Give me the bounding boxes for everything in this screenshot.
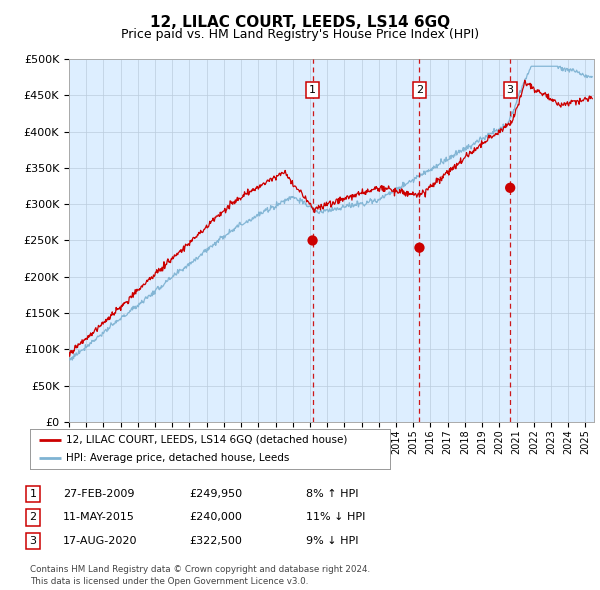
Text: 1: 1 <box>29 489 37 499</box>
Text: 11% ↓ HPI: 11% ↓ HPI <box>306 513 365 522</box>
Text: 11-MAY-2015: 11-MAY-2015 <box>63 513 135 522</box>
Point <box>505 183 515 192</box>
Text: 3: 3 <box>29 536 37 546</box>
Text: 12, LILAC COURT, LEEDS, LS14 6GQ (detached house): 12, LILAC COURT, LEEDS, LS14 6GQ (detach… <box>66 435 347 445</box>
Text: £240,000: £240,000 <box>189 513 242 522</box>
Text: Contains HM Land Registry data © Crown copyright and database right 2024.
This d: Contains HM Land Registry data © Crown c… <box>30 565 370 586</box>
Text: 3: 3 <box>506 85 514 95</box>
Text: HPI: Average price, detached house, Leeds: HPI: Average price, detached house, Leed… <box>66 453 289 463</box>
Text: 2: 2 <box>416 85 423 95</box>
Text: 27-FEB-2009: 27-FEB-2009 <box>63 489 134 499</box>
Text: 1: 1 <box>309 85 316 95</box>
Text: Price paid vs. HM Land Registry's House Price Index (HPI): Price paid vs. HM Land Registry's House … <box>121 28 479 41</box>
Text: £249,950: £249,950 <box>189 489 242 499</box>
Text: 8% ↑ HPI: 8% ↑ HPI <box>306 489 359 499</box>
Text: 9% ↓ HPI: 9% ↓ HPI <box>306 536 359 546</box>
Text: £322,500: £322,500 <box>189 536 242 546</box>
Point <box>415 243 424 253</box>
Text: 12, LILAC COURT, LEEDS, LS14 6GQ: 12, LILAC COURT, LEEDS, LS14 6GQ <box>150 15 450 30</box>
Text: 2: 2 <box>29 513 37 522</box>
Point <box>308 236 317 245</box>
Text: 17-AUG-2020: 17-AUG-2020 <box>63 536 137 546</box>
